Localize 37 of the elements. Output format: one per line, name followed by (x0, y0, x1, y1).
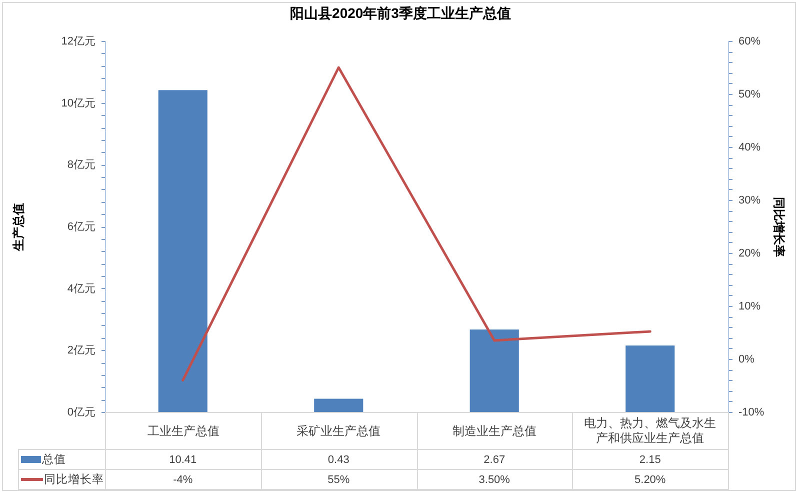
data-label: 55% (260, 469, 418, 490)
y-tick-label: 6亿元 (67, 221, 96, 233)
x-tick-label: 电力、热力、燃气及水生产和供应业生产总值 (572, 412, 729, 450)
y-tick-label: 10亿元 (61, 97, 96, 110)
bar (314, 398, 364, 412)
bar (158, 90, 208, 412)
y2-tick-label: 60% (738, 36, 761, 48)
data-label: -4% (105, 469, 262, 490)
data-label: 2.67 (416, 449, 574, 470)
y2-tick-label: 40% (738, 142, 761, 154)
y-axis-title: 生产总值 (11, 203, 26, 252)
x-tick-label: 制造业生产总值 (416, 412, 574, 450)
y-tick-label: 8亿元 (67, 159, 96, 172)
y2-tick-label: 0% (738, 354, 755, 366)
x-tick-label: 工业生产总值 (105, 412, 262, 450)
data-label: 0.43 (260, 449, 418, 470)
y-tick-label: 12亿元 (61, 36, 96, 48)
y-tick-label: 0亿元 (67, 406, 96, 418)
bar (470, 329, 519, 412)
bar (626, 346, 675, 412)
y2-tick-label: 30% (738, 194, 761, 206)
data-label: 3.50% (416, 469, 574, 490)
y-tick-label: 2亿元 (67, 344, 96, 357)
legend-label: 同比增长率 (18, 469, 106, 490)
y2-tick-label: 10% (738, 300, 761, 312)
y-tick-label: 4亿元 (67, 282, 96, 295)
y2-tick-label: 20% (738, 248, 761, 260)
chart-title: 阳山县2020年前3季度工业生产总值 (290, 5, 511, 21)
line-series (182, 66, 652, 382)
y2-tick-label: -10% (738, 406, 764, 418)
x-tick-label: 采矿业生产总值 (260, 412, 418, 450)
y2-tick-label: 50% (738, 88, 761, 100)
data-label: 2.15 (572, 449, 729, 470)
data-label: 5.20% (572, 469, 729, 490)
y2-axis-title: 同比增长率 (772, 197, 786, 257)
data-label: 10.41 (105, 449, 262, 470)
legend-label: 总值 (18, 449, 106, 470)
